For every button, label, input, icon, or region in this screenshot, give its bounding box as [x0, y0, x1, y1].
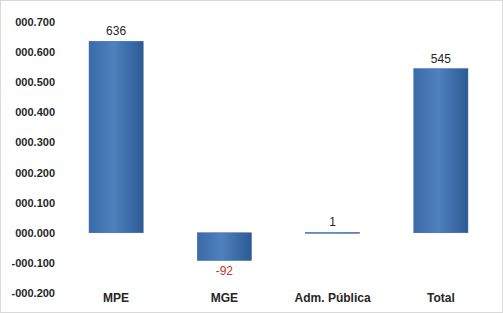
- data-label: 1: [329, 215, 336, 229]
- y-tick-label: 000.200: [15, 167, 55, 179]
- data-label: -92: [216, 264, 234, 278]
- x-tick-label: MGE: [211, 291, 238, 305]
- y-tick-label: -000.100: [12, 257, 55, 269]
- y-tick-label: 000.300: [15, 136, 55, 148]
- y-tick-label: 000.100: [15, 197, 55, 209]
- x-tick-label: MPE: [103, 291, 129, 305]
- y-tick-label: 000.600: [15, 46, 55, 58]
- bar: [89, 41, 143, 233]
- y-tick-label: 000.000: [15, 227, 55, 239]
- x-tick-label: Total: [427, 291, 455, 305]
- data-label: 636: [106, 24, 126, 38]
- y-tick-label: -000.200: [12, 287, 55, 299]
- y-tick-label: 000.700: [15, 16, 55, 28]
- bar: [306, 232, 360, 234]
- y-tick-label: 000.500: [15, 76, 55, 88]
- data-label: 545: [431, 52, 451, 66]
- x-tick-label: Adm. Pública: [295, 291, 371, 305]
- frame: [1, 1, 503, 313]
- y-tick-label: 000.400: [15, 106, 55, 118]
- bar: [414, 69, 468, 233]
- chart: -000.200 -000.100 000.000 000.100 000.200 000…: [0, 0, 503, 313]
- bar: [197, 233, 251, 261]
